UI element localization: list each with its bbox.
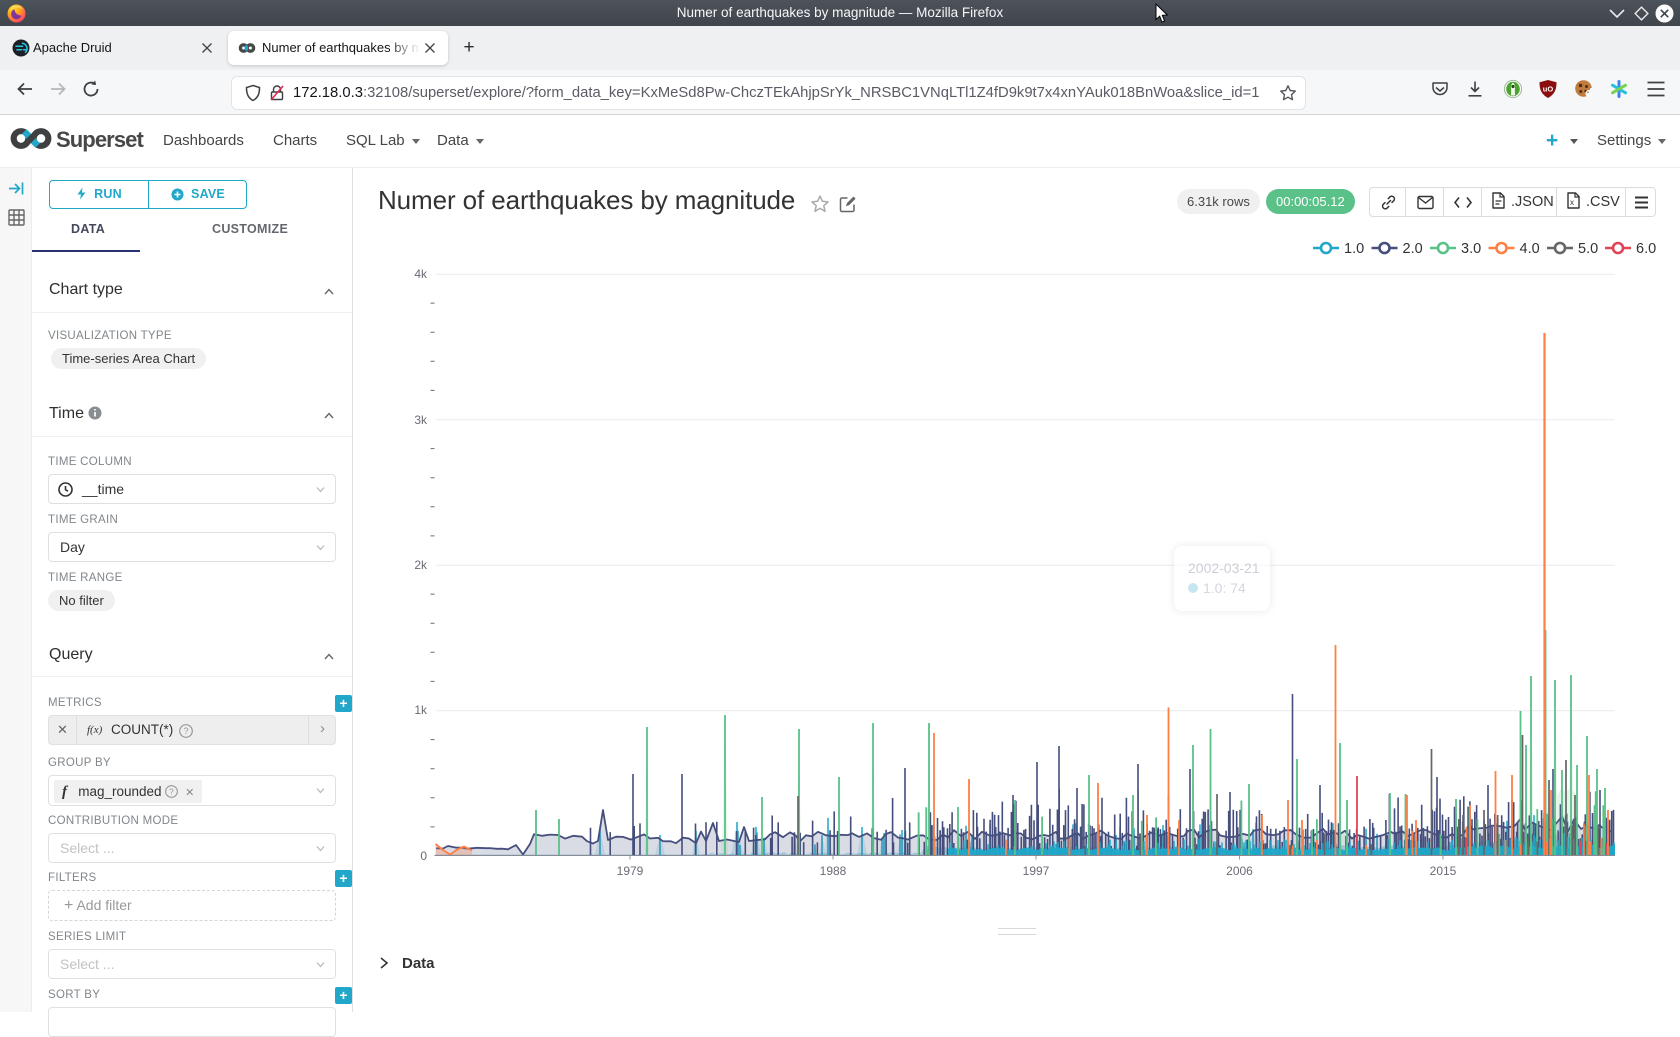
svg-text:?: ? — [170, 786, 175, 796]
svg-text:5.0: 5.0 — [1578, 241, 1598, 257]
svg-text:1.0: 1.0 — [1344, 241, 1364, 257]
svg-text:2k: 2k — [414, 558, 428, 572]
svg-text:1988: 1988 — [820, 864, 847, 878]
svg-text:x: x — [1570, 198, 1574, 207]
svg-text:1997: 1997 — [1023, 864, 1050, 878]
svg-text:3k: 3k — [414, 413, 428, 427]
svg-text:4k: 4k — [414, 267, 428, 281]
svg-text:2006: 2006 — [1226, 864, 1253, 878]
svg-text:uO: uO — [1543, 85, 1554, 94]
svg-text:2015: 2015 — [1430, 864, 1457, 878]
svg-text:?: ? — [183, 726, 188, 736]
svg-text:3.0: 3.0 — [1461, 241, 1481, 257]
svg-text:6.0: 6.0 — [1636, 241, 1656, 257]
svg-text:4.0: 4.0 — [1520, 241, 1540, 257]
svg-text:0: 0 — [420, 849, 427, 863]
svg-text:2.0: 2.0 — [1403, 241, 1423, 257]
svg-text:1k: 1k — [414, 703, 428, 717]
svg-text:1979: 1979 — [617, 864, 644, 878]
